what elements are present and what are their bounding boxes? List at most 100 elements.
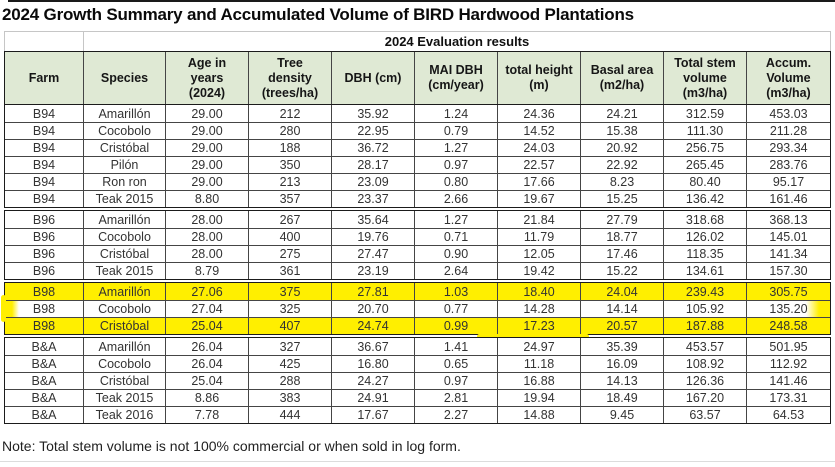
table-cell: 453.57 xyxy=(663,338,746,355)
table-row: B&A Cocobolo 26.04 425 16.80 0.65 11.18 16.09 10… xyxy=(5,355,830,372)
table-cell: 327 xyxy=(248,338,331,355)
table-cell: B&A xyxy=(31,391,57,405)
table-cell: B&A xyxy=(31,374,57,388)
table-cell: 1.27 xyxy=(414,140,497,156)
table-cell: 157.30 xyxy=(746,263,830,279)
table-cell: Cocobolo xyxy=(83,356,165,372)
table-cell: 2.27 xyxy=(414,407,497,423)
header-cell: Accum. Volume (m3/ha) xyxy=(746,52,830,104)
table-cell: 0.97 xyxy=(414,373,497,389)
table-cell: 105.92 xyxy=(663,301,746,317)
table-cell: 35.39 xyxy=(580,338,663,355)
table-row: B94 Teak 2015 8.80 357 23.37 2.66 19.67 15.25 13… xyxy=(5,190,830,207)
table-cell: Cristóbal xyxy=(83,140,165,156)
table-cell: 24.21 xyxy=(580,105,663,122)
farm-group-b98: B98 Amarillón 27.06 375 27.81 1.03 18.40 24.04 2… xyxy=(1,282,831,339)
table-row: B96 Cristóbal 28.00 275 27.47 0.90 12.05 17.46 1… xyxy=(5,245,830,262)
table-cell: 17.66 xyxy=(497,174,580,190)
bottom-rule xyxy=(0,461,835,462)
table-cell: Cristóbal xyxy=(83,318,165,334)
table-cell: B&A xyxy=(31,339,57,354)
table-cell: 407 xyxy=(248,318,331,334)
header-cell: total height (m) xyxy=(497,52,580,104)
table-cell: 29.00 xyxy=(165,157,248,173)
table-cell: B96 xyxy=(32,212,56,227)
table-row: B&A Cristóbal 25.04 288 24.27 0.97 16.88 14.13 1… xyxy=(5,372,830,389)
table-cell: 400 xyxy=(248,229,331,245)
table-cell: 161.46 xyxy=(746,191,830,207)
table-cell: 383 xyxy=(248,390,331,406)
table-cell: 29.00 xyxy=(165,123,248,139)
table-cell: 1.41 xyxy=(414,338,497,355)
table-cell: 187.88 xyxy=(663,318,746,334)
table-cell: B94 xyxy=(32,158,56,172)
table-cell: 141.34 xyxy=(746,246,830,262)
table-cell: 0.90 xyxy=(414,246,497,262)
farm-group-b94: Farm Species Age in years (2024) Tree densi… xyxy=(4,51,831,208)
table-cell: 14.52 xyxy=(497,123,580,139)
table-cell: 0.77 xyxy=(414,301,497,317)
table-row: B94 Ron ron 29.00 213 23.09 0.80 17.66 8.23 80.4… xyxy=(5,173,830,190)
table-cell: 23.09 xyxy=(331,174,414,190)
table-row: B96 Teak 2015 8.79 361 23.19 2.64 19.42 15.22 13… xyxy=(5,262,830,279)
table-cell: 318.68 xyxy=(663,211,746,228)
table-cell: B&A xyxy=(31,357,57,371)
table-row: B94 Cristóbal 29.00 188 36.72 1.27 24.03 20.92 2… xyxy=(5,139,830,156)
table-cell: 27.06 xyxy=(165,283,248,300)
table-cell: 288 xyxy=(248,373,331,389)
table-cell: 95.17 xyxy=(746,174,830,190)
table-cell: 126.36 xyxy=(663,373,746,389)
table-cell: 305.75 xyxy=(746,283,830,300)
table-cell: 14.14 xyxy=(580,301,663,317)
table-cell: 8.80 xyxy=(165,191,248,207)
table-cell: 167.20 xyxy=(663,390,746,406)
table-cell: 265.45 xyxy=(663,157,746,173)
table-cell: 28.00 xyxy=(165,246,248,262)
table-cell: 14.28 xyxy=(497,301,580,317)
table-cell: 425 xyxy=(248,356,331,372)
table-row: B&A Amarillón 26.04 327 36.67 1.41 24.97 35.39 4… xyxy=(5,338,830,355)
header-cell: Total stem volume (m3/ha) xyxy=(663,52,746,104)
table-cell: 0.80 xyxy=(414,174,497,190)
table-cell: 239.43 xyxy=(663,283,746,300)
table-cell: 112.92 xyxy=(746,356,830,372)
table-cell: 368.13 xyxy=(746,211,830,228)
table-cell: 19.76 xyxy=(331,229,414,245)
table-cell: 14.13 xyxy=(580,373,663,389)
table-cell: 267 xyxy=(248,211,331,228)
table-cell: 7.78 xyxy=(165,407,248,423)
table-cell: 1.03 xyxy=(414,283,497,300)
table-cell: 28.00 xyxy=(165,211,248,228)
table-cell: 22.57 xyxy=(497,157,580,173)
table-cell: 24.04 xyxy=(580,283,663,300)
table-cell: Teak 2015 xyxy=(83,390,165,406)
table-row: B94 Pilón 29.00 350 28.17 0.97 22.57 22.92 265.4… xyxy=(5,156,830,173)
table-cell: 36.67 xyxy=(331,338,414,355)
table-cell: 19.94 xyxy=(497,390,580,406)
header-cell: Age in years (2024) xyxy=(165,52,248,104)
table-row: B98 Cristóbal 25.04 407 24.74 0.99 17.23 20.57 1… xyxy=(5,317,830,334)
table-cell: 325 xyxy=(248,301,331,317)
header-cell: MAI DBH (cm/year) xyxy=(414,52,497,104)
table-cell: 280 xyxy=(248,123,331,139)
table-cell: 108.92 xyxy=(663,356,746,372)
page-title: 2024 Growth Summary and Accumulated Volu… xyxy=(2,5,634,24)
table-cell: 126.02 xyxy=(663,229,746,245)
table-cell: B98 xyxy=(32,284,56,299)
table-cell: 248.58 xyxy=(746,318,830,334)
table-cell: Teak 2015 xyxy=(83,191,165,207)
table-cell: 135.20 xyxy=(746,301,830,317)
table-cell: 501.95 xyxy=(746,338,830,355)
table-cell: 26.04 xyxy=(165,338,248,355)
table-cell: 357 xyxy=(248,191,331,207)
table-cell: B98 xyxy=(32,319,56,333)
table-cell: 8.79 xyxy=(165,263,248,279)
table-cell: 211.28 xyxy=(746,123,830,139)
table-cell: 24.74 xyxy=(331,318,414,334)
table-cell: 18.40 xyxy=(497,283,580,300)
farm-group-ba: B&A Amarillón 26.04 327 36.67 1.41 24.97 35.39 4… xyxy=(4,337,831,424)
table-cell: 28.17 xyxy=(331,157,414,173)
table-cell: B94 xyxy=(32,106,56,121)
table-cell: 21.84 xyxy=(497,211,580,228)
table-cell: Teak 2015 xyxy=(83,263,165,279)
